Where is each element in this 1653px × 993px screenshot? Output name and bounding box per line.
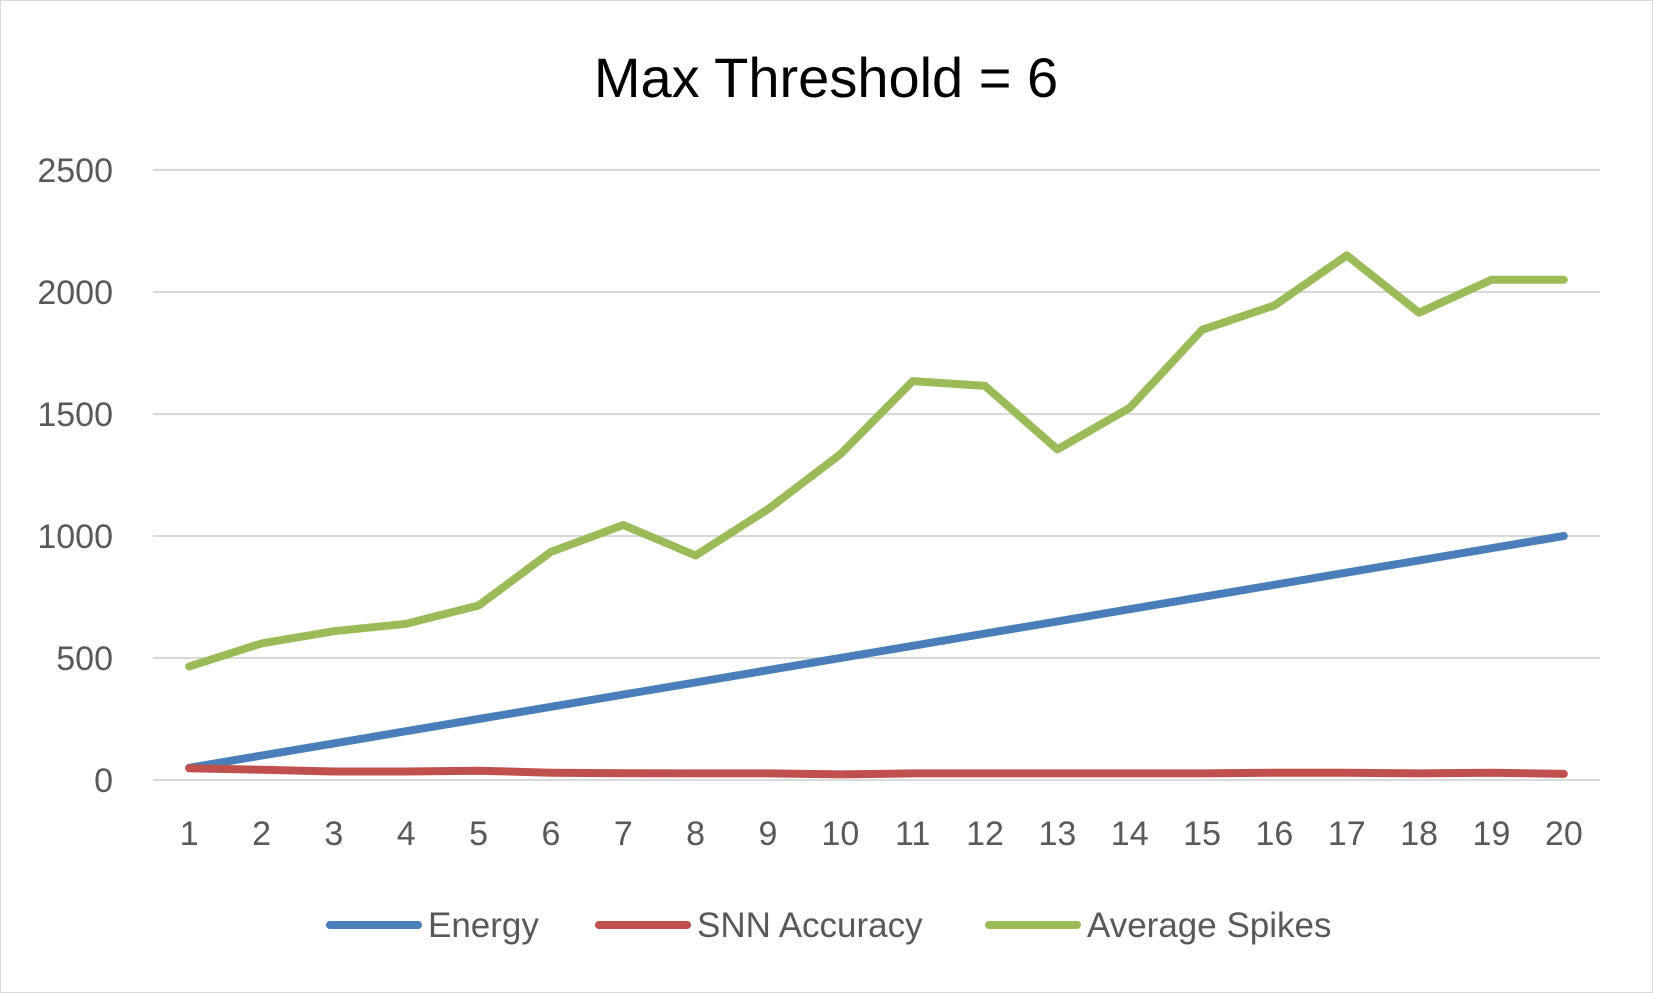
x-tick-label: 2 <box>252 815 271 853</box>
y-tick-label: 1000 <box>37 518 113 556</box>
y-tick-label: 2500 <box>37 152 113 190</box>
x-tick-label: 20 <box>1545 815 1583 853</box>
x-axis-ticks: 1 2 3 4 5 6 7 8 9 10 11 12 13 14 15 16 17 18 19 20 <box>180 815 1583 853</box>
y-tick-label: 1500 <box>37 396 113 434</box>
series-line <box>185 251 1568 671</box>
legend-item: Energy <box>326 906 539 945</box>
x-tick-label: 9 <box>759 815 778 853</box>
y-tick-label: 2000 <box>37 274 113 312</box>
x-tick-label: 11 <box>895 815 930 853</box>
y-tick-label: 500 <box>56 640 113 678</box>
y-tick-label: 0 <box>94 762 113 800</box>
x-tick-label: 18 <box>1400 815 1438 853</box>
x-tick-label: 3 <box>324 815 343 853</box>
x-tick-label: 1 <box>180 815 199 853</box>
x-tick-label: 15 <box>1183 815 1221 853</box>
series-line <box>185 532 1568 772</box>
x-tick-label: 14 <box>1111 815 1149 853</box>
legend-label: Average Spikes <box>1087 906 1332 945</box>
legend-label: Energy <box>428 906 539 945</box>
x-tick-label: 4 <box>397 815 416 853</box>
series-lines <box>185 251 1568 779</box>
y-axis-ticks: 0 500 1000 1500 2000 2500 <box>37 152 113 800</box>
x-tick-label: 5 <box>469 815 488 853</box>
x-tick-label: 10 <box>821 815 859 853</box>
series-line <box>185 764 1568 779</box>
x-tick-label: 7 <box>614 815 633 853</box>
legend: Energy SNN Accuracy Average Spikes <box>326 906 1332 945</box>
x-tick-label: 19 <box>1473 815 1511 853</box>
legend-item: Average Spikes <box>985 906 1332 945</box>
series-energy <box>185 532 1568 772</box>
legend-item: SNN Accuracy <box>595 906 923 945</box>
chart-title: Max Threshold = 6 <box>594 46 1058 109</box>
x-tick-label: 6 <box>541 815 560 853</box>
gridlines <box>153 169 1600 781</box>
x-tick-label: 12 <box>966 815 1004 853</box>
series-average-spikes <box>185 251 1568 671</box>
legend-label: SNN Accuracy <box>697 906 923 945</box>
x-tick-label: 17 <box>1328 815 1366 853</box>
x-tick-label: 13 <box>1038 815 1076 853</box>
series-snn-accuracy <box>185 764 1568 779</box>
x-tick-label: 8 <box>686 815 705 853</box>
x-tick-label: 16 <box>1256 815 1294 853</box>
